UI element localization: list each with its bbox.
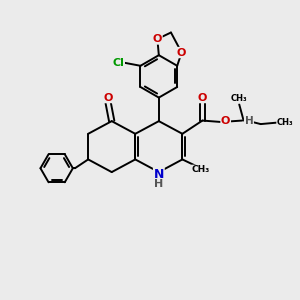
Text: CH₃: CH₃	[231, 94, 247, 103]
Text: O: O	[198, 93, 207, 103]
Text: H: H	[244, 116, 253, 126]
Text: CH₃: CH₃	[191, 165, 210, 174]
Text: CH₃: CH₃	[277, 118, 293, 127]
Text: N: N	[154, 168, 164, 181]
Text: O: O	[221, 116, 230, 126]
Text: H: H	[154, 179, 164, 190]
Text: O: O	[177, 47, 186, 58]
Text: O: O	[103, 93, 113, 103]
Text: O: O	[153, 34, 162, 44]
Text: Cl: Cl	[112, 58, 124, 68]
